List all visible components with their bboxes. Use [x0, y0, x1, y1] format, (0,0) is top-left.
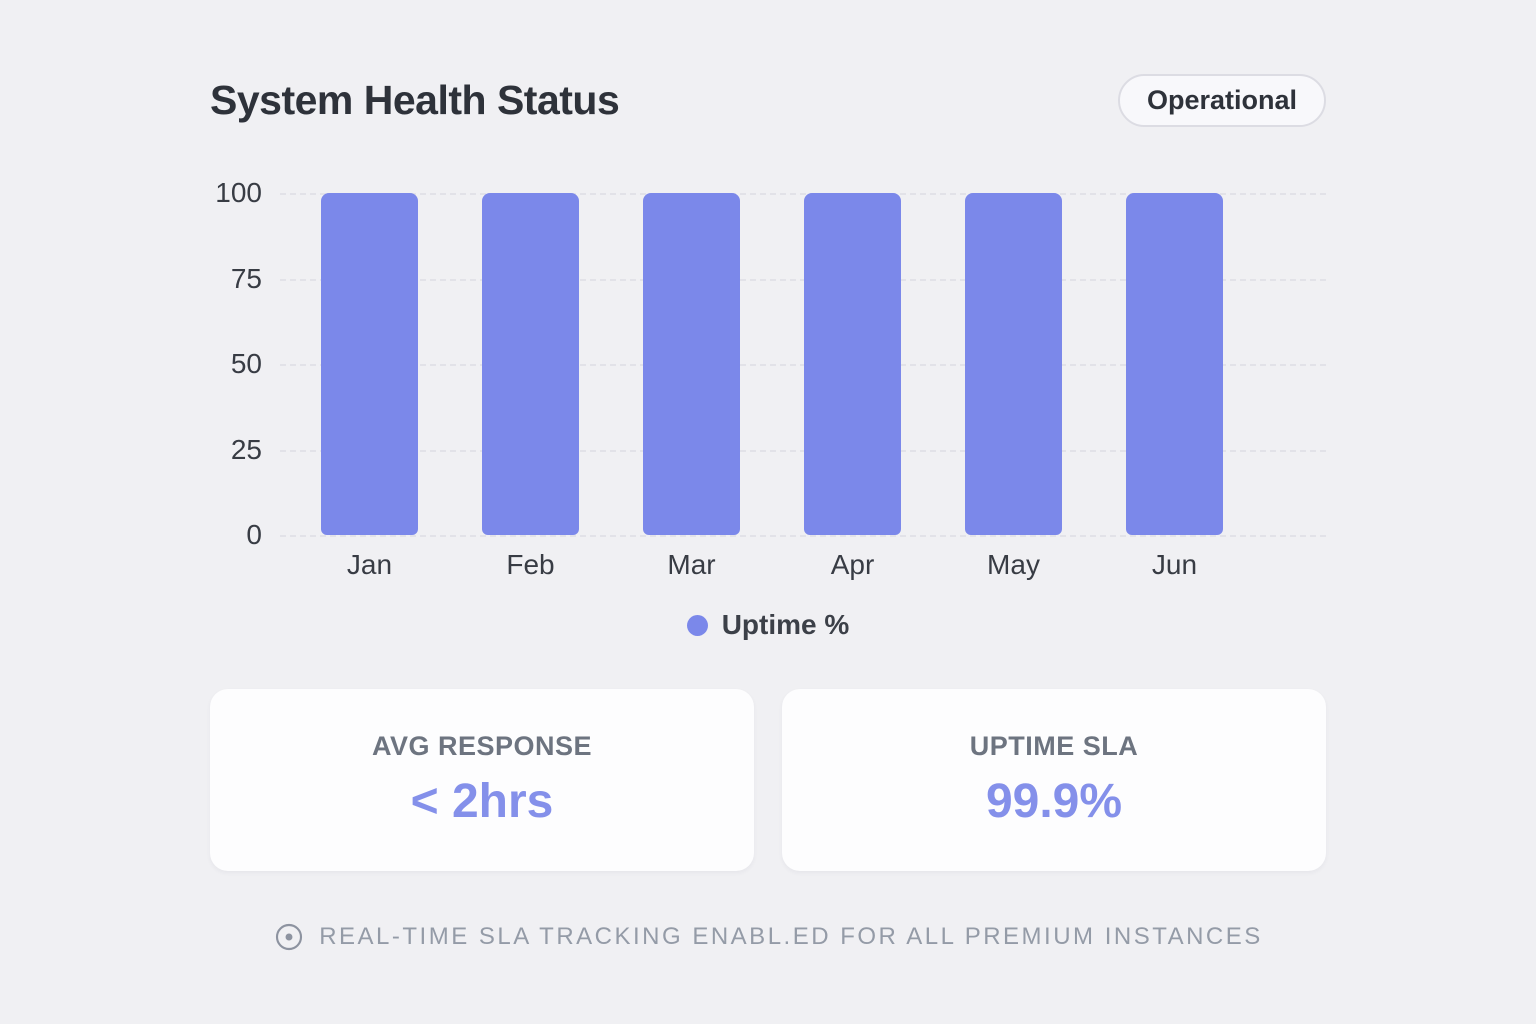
- header: System Health Status Operational: [210, 74, 1326, 127]
- x-tick-label: Apr: [830, 549, 875, 580]
- gridline: [280, 193, 1326, 195]
- stat-value: < 2hrs: [410, 775, 554, 828]
- gridline: [280, 535, 1326, 537]
- legend-label: Uptime %: [721, 609, 850, 640]
- x-axis: Jan Feb Mar Apr May Jun: [280, 549, 1326, 581]
- uptime-bar-chart: 0 25 50 75 100 Jan Feb Mar Apr May Jun: [210, 177, 1326, 581]
- stat-label: UPTIME SLA: [969, 731, 1139, 761]
- bar-mar: [643, 193, 740, 535]
- footer-text: REAL-TIME SLA TRACKING ENABL.ED FOR ALL …: [319, 923, 1263, 950]
- stats-row: AVG RESPONSE < 2hrs UPTIME SLA 99.9%: [210, 689, 1326, 871]
- gridline: [280, 364, 1326, 366]
- gridline: [280, 449, 1326, 452]
- live-indicator-icon: [273, 921, 305, 953]
- x-tick-label: Jan: [346, 549, 393, 580]
- x-tick-label: Mar: [667, 549, 716, 580]
- bar-apr: [804, 193, 901, 535]
- bars-row: [280, 193, 1326, 535]
- y-tick-label: 0: [246, 519, 262, 550]
- y-axis: 0 25 50 75 100: [210, 177, 262, 550]
- bar-jun: [1126, 193, 1223, 535]
- chart-legend: Uptime %: [210, 609, 1326, 641]
- y-tick-label: 50: [230, 348, 262, 379]
- bar-jan: [321, 193, 418, 535]
- stat-label: AVG RESPONSE: [371, 731, 593, 761]
- gridline: [280, 278, 1326, 281]
- y-tick-label: 75: [230, 262, 262, 294]
- stat-card-avg-response: AVG RESPONSE < 2hrs: [210, 689, 754, 871]
- bar-feb: [482, 193, 579, 535]
- footer-note: REAL-TIME SLA TRACKING ENABL.ED FOR ALL …: [210, 921, 1326, 953]
- bar-may: [965, 193, 1062, 535]
- status-badge: Operational: [1117, 74, 1326, 127]
- y-tick-label: 100: [215, 177, 262, 208]
- x-tick-label: May: [987, 549, 1040, 580]
- system-health-panel: System Health Status Operational 0 25 50 75…: [210, 0, 1326, 953]
- x-tick-label: Jun: [1151, 549, 1198, 580]
- y-tick-label: 25: [230, 433, 262, 465]
- stat-card-uptime-sla: UPTIME SLA 99.9%: [782, 689, 1326, 871]
- page-title: System Health Status: [210, 77, 620, 123]
- legend-dot-icon: [686, 614, 708, 636]
- x-tick-label: Feb: [506, 549, 555, 580]
- stat-value: 99.9%: [985, 775, 1123, 828]
- chart-plot-area: [280, 193, 1326, 537]
